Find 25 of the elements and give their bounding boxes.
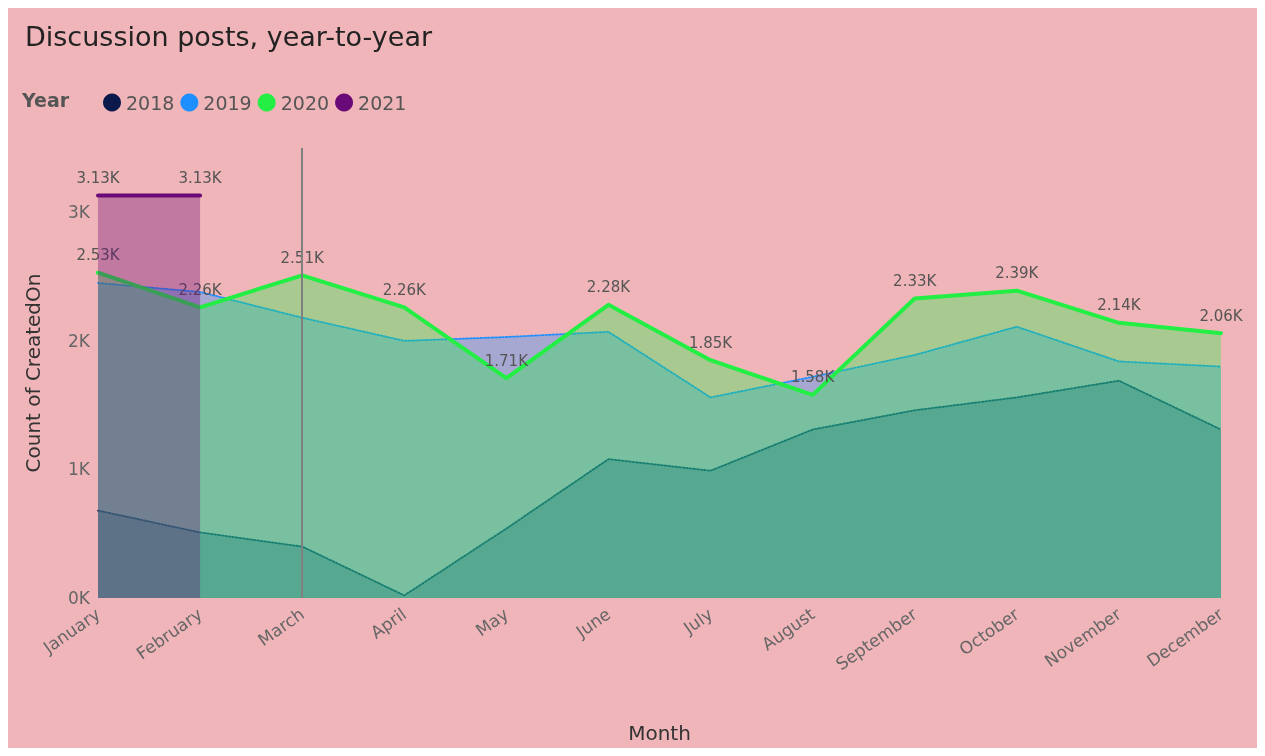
y-tick-label: 1K (68, 459, 91, 480)
data-label: 1.71K (484, 351, 530, 370)
data-label: 2.39K (995, 264, 1040, 283)
data-label: 1.85K (688, 333, 734, 352)
data-label: 2.33K (893, 271, 938, 290)
y-axis-title: Count of CreatedOn (21, 273, 45, 473)
x-axis-title: Month (628, 721, 691, 745)
y-tick-label: 2K (68, 330, 91, 351)
y-tick-label: 3K (68, 202, 91, 223)
data-label: 3.13K (76, 169, 121, 188)
data-label: 2.14K (1097, 296, 1142, 315)
legend-title: Year (21, 88, 70, 111)
data-label: 3.13K (178, 169, 223, 188)
data-label: 2.06K (1199, 306, 1244, 325)
x-tick-label: July (678, 603, 717, 639)
data-label: 2.28K (586, 278, 632, 297)
y-tick-label: 0K (68, 588, 91, 608)
data-label: 1.58K (791, 368, 836, 387)
legend-label: 2020 (280, 91, 330, 114)
legend-label: 2019 (203, 91, 252, 114)
data-label: 2.26K (382, 280, 428, 299)
legend-label: 2021 (358, 91, 407, 114)
chart-title: Discussion posts, year-to-year (25, 21, 433, 52)
legend-label: 2018 (126, 91, 175, 114)
x-tick-label: May (471, 603, 513, 641)
